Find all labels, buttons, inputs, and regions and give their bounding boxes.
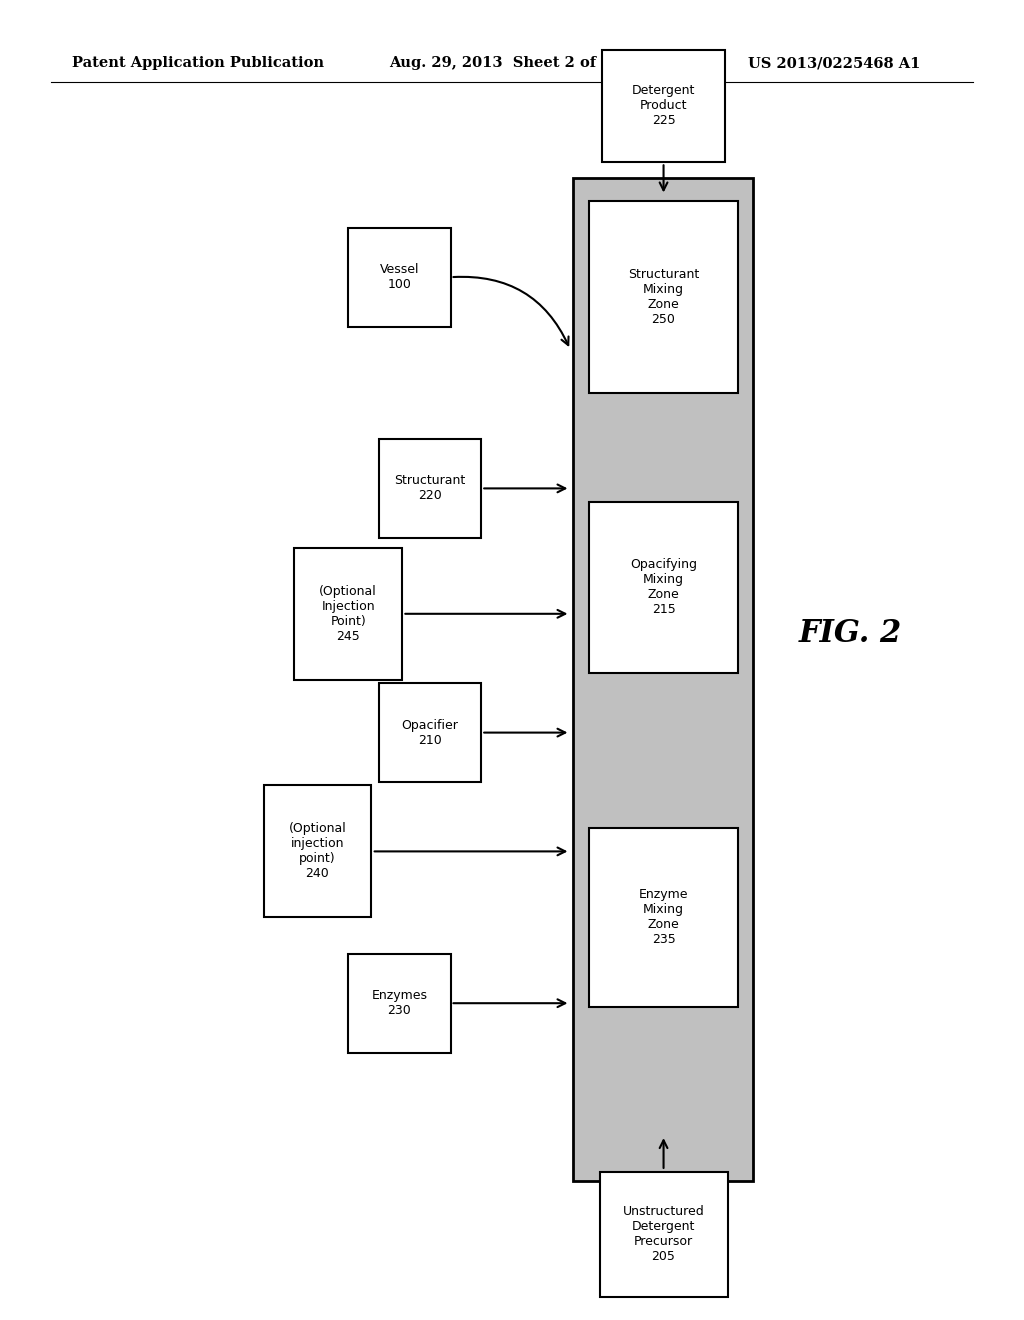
Text: Aug. 29, 2013  Sheet 2 of 4: Aug. 29, 2013 Sheet 2 of 4 [389, 57, 611, 70]
Text: Opacifier
210: Opacifier 210 [401, 718, 459, 747]
Text: Vessel
100: Vessel 100 [380, 263, 419, 292]
FancyBboxPatch shape [600, 1172, 727, 1296]
FancyBboxPatch shape [379, 682, 481, 781]
Text: Structurant
Mixing
Zone
250: Structurant Mixing Zone 250 [628, 268, 699, 326]
Text: Enzyme
Mixing
Zone
235: Enzyme Mixing Zone 235 [639, 888, 688, 946]
Text: US 2013/0225468 A1: US 2013/0225468 A1 [748, 57, 920, 70]
FancyBboxPatch shape [379, 438, 481, 539]
Text: Patent Application Publication: Patent Application Publication [72, 57, 324, 70]
Text: Enzymes
230: Enzymes 230 [372, 989, 427, 1018]
FancyBboxPatch shape [295, 548, 401, 680]
FancyBboxPatch shape [602, 49, 725, 161]
Text: Unstructured
Detergent
Precursor
205: Unstructured Detergent Precursor 205 [623, 1205, 705, 1263]
Text: FIG. 2: FIG. 2 [799, 618, 901, 649]
Text: Structurant
220: Structurant 220 [394, 474, 466, 503]
FancyBboxPatch shape [348, 953, 451, 1053]
Text: Opacifying
Mixing
Zone
215: Opacifying Mixing Zone 215 [630, 558, 697, 616]
FancyBboxPatch shape [348, 227, 451, 326]
FancyBboxPatch shape [590, 502, 737, 673]
Text: (Optional
injection
point)
240: (Optional injection point) 240 [289, 822, 346, 880]
FancyBboxPatch shape [264, 785, 371, 917]
FancyBboxPatch shape [590, 201, 737, 393]
Text: (Optional
Injection
Point)
245: (Optional Injection Point) 245 [319, 585, 377, 643]
FancyBboxPatch shape [573, 178, 753, 1181]
Text: Detergent
Product
225: Detergent Product 225 [632, 84, 695, 127]
FancyBboxPatch shape [590, 829, 737, 1006]
